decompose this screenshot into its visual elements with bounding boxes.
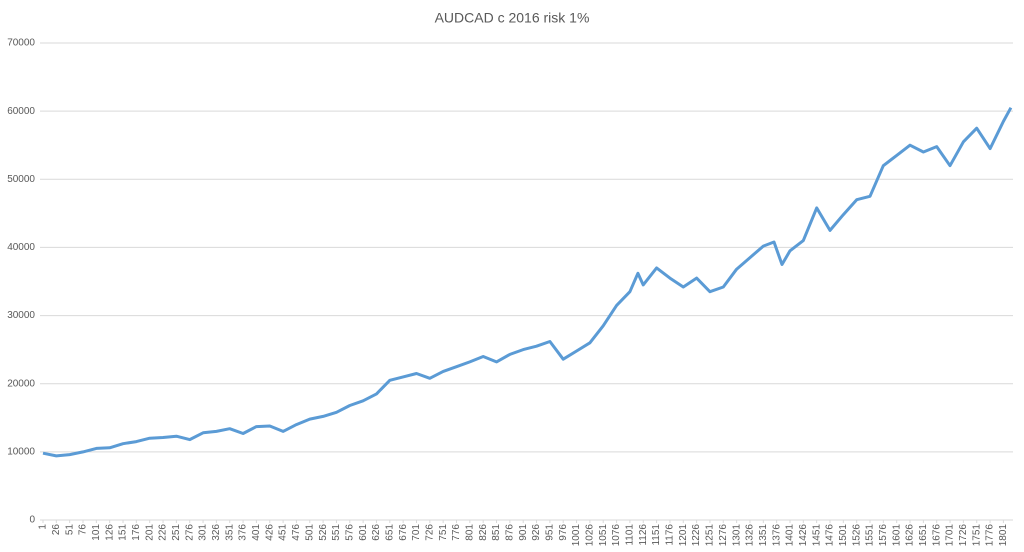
- x-tick-label: 26: [51, 524, 62, 536]
- chart-title: AUDCAD c 2016 risk 1%: [435, 10, 590, 26]
- x-tick-label: 1501: [838, 524, 849, 547]
- x-tick-label: 1726: [958, 524, 969, 547]
- y-tick-label: 30000: [7, 310, 35, 321]
- x-tick-label: 101: [91, 524, 102, 541]
- x-tick-label: 1801: [998, 524, 1009, 547]
- x-tick-label: 76: [78, 524, 89, 536]
- x-tick-label: 551: [331, 524, 342, 541]
- x-tick-label: 1326: [745, 524, 756, 547]
- x-tick-label: 1701: [945, 524, 956, 547]
- x-tick-label: 1026: [585, 524, 596, 547]
- x-tick-label: 801: [464, 524, 475, 541]
- x-tick-label: 1051: [598, 524, 609, 547]
- x-tick-label: 1076: [611, 524, 622, 547]
- y-tick-label: 40000: [7, 242, 35, 253]
- x-tick-label: 1526: [851, 524, 862, 547]
- x-tick-label: 151: [118, 524, 129, 541]
- x-tick-label: 401: [251, 524, 262, 541]
- x-tick-label: 1426: [798, 524, 809, 547]
- x-tick-label: 176: [131, 524, 142, 541]
- x-tick-label: 726: [424, 524, 435, 541]
- x-tick-label: 1751: [971, 524, 982, 547]
- x-tick-label: 901: [518, 524, 529, 541]
- x-tick-label: 576: [344, 524, 355, 541]
- line-series: [42, 106, 1013, 458]
- x-tick-label: 926: [531, 524, 542, 541]
- x-tick-label: 1151: [651, 524, 662, 546]
- y-tick-label: 0: [29, 515, 35, 526]
- x-tick-label: 326: [211, 524, 222, 541]
- x-tick-label: 451: [278, 524, 289, 541]
- x-tick-label: 351: [224, 524, 235, 541]
- x-tick-label: 876: [504, 524, 515, 541]
- x-tick-label: 1: [38, 524, 49, 530]
- x-tick-label: 1476: [825, 524, 836, 547]
- x-tick-label: 601: [358, 524, 369, 541]
- x-tick-label: 1251: [705, 524, 716, 547]
- x-tick-label: 1226: [691, 524, 702, 547]
- x-tick-label: 1176: [665, 524, 676, 546]
- x-tick-label: 1301: [731, 524, 742, 547]
- y-tick-label: 20000: [7, 378, 35, 389]
- x-tick-label: 276: [184, 524, 195, 541]
- x-tick-label: 701: [411, 524, 422, 541]
- x-tick-label: 676: [398, 524, 409, 541]
- x-tick-label: 626: [371, 524, 382, 541]
- x-tick-label: 1651: [918, 524, 929, 547]
- x-tick-label: 1401: [785, 524, 796, 547]
- x-tick-label: 1676: [931, 524, 942, 547]
- x-tick-label: 976: [558, 524, 569, 541]
- y-tick-label: 10000: [7, 446, 35, 457]
- x-tick-label: 426: [264, 524, 275, 541]
- x-tick-label: 126: [104, 524, 115, 541]
- x-tick-label: 1626: [905, 524, 916, 547]
- x-tick-label: 851: [491, 524, 502, 541]
- x-tick-label: 201: [144, 524, 155, 541]
- x-tick-label: 476: [291, 524, 302, 541]
- x-tick-label: 1451: [811, 524, 822, 547]
- x-tick-label: 1576: [878, 524, 889, 547]
- x-tick-label: 526: [318, 524, 329, 541]
- x-tick-label: 1376: [771, 524, 782, 547]
- x-tick-label: 376: [238, 524, 249, 541]
- x-tick-label: 651: [384, 524, 395, 541]
- x-tick-label: 1201: [678, 524, 689, 547]
- x-tick-label: 501: [304, 524, 315, 541]
- x-tick-label: 226: [158, 524, 169, 541]
- x-tick-label: 751: [438, 524, 449, 541]
- x-tick-label: 1776: [985, 524, 996, 547]
- x-tick-label: 1101: [625, 524, 636, 546]
- x-tick-label: 1601: [891, 524, 902, 547]
- x-tick-label: 951: [545, 524, 556, 541]
- y-tick-label: 50000: [7, 174, 35, 185]
- x-tick-label: 826: [478, 524, 489, 541]
- y-tick-label: 60000: [7, 106, 35, 117]
- x-tick-label: 51: [64, 524, 75, 536]
- x-tick-label: 1351: [758, 524, 769, 547]
- x-tick-label: 251: [171, 524, 182, 541]
- x-tick-label: 1276: [718, 524, 729, 547]
- x-tick-label: 1126: [638, 524, 649, 546]
- x-tick-label: 1551: [865, 524, 876, 547]
- x-tick-label: 1001: [571, 524, 582, 547]
- x-tick-label: 776: [451, 524, 462, 541]
- y-tick-label: 70000: [7, 38, 35, 49]
- x-tick-label: 301: [198, 524, 209, 541]
